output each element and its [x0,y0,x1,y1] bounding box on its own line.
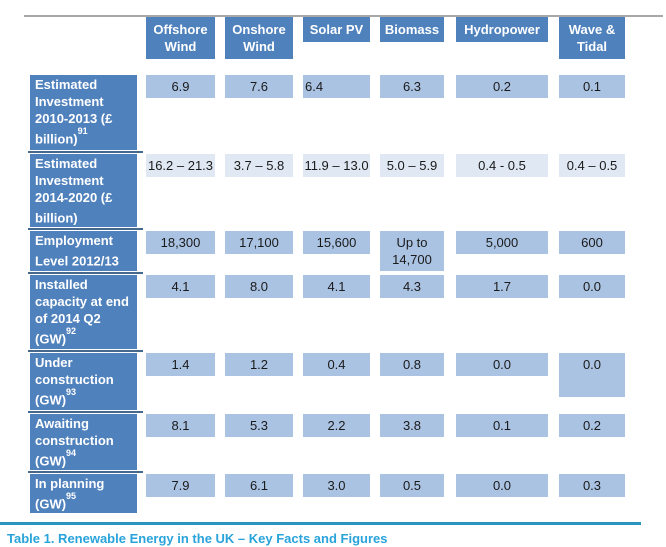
table-cell: 8.0 [225,275,293,299]
table-cell: 0.0 [559,275,625,299]
table-cell: 5,000 [456,231,548,255]
row-label-investment-2014-2020: Estimated Investment 2014-2020 (£ billio… [30,154,137,228]
table-cell: 6.4 [303,75,370,98]
row-divider [28,410,143,413]
table-cell: 4.3 [380,275,444,299]
table-cell: 11.9 – 13.0 [303,154,370,177]
table-cell: 6.1 [225,473,293,497]
table-cell: 7.6 [225,75,293,98]
table-cell: 0.3 [559,473,625,497]
table-cell: 1.4 [146,352,215,376]
table-row: Estimated Investment 2014-2020 (£ billio… [0,154,666,228]
table-cell: 3.8 [380,413,444,437]
column-header-biomass: Biomass [380,17,444,42]
table-cell: 4.1 [303,275,370,299]
table-cell: 1.7 [456,275,548,299]
table-cell: 0.2 [559,413,625,437]
table-cell: 3.7 – 5.8 [225,154,293,177]
table-cell: 0.0 [456,352,548,376]
row-label-installed-capacity: Installed capacity at end of 2014 Q2 (GW… [30,275,137,349]
row-divider [28,470,143,473]
row-label-investment-2010-2013: Estimated Investment 2010-2013 (£ billio… [30,75,137,150]
table-cell: 0.5 [380,473,444,497]
caption-rule [0,522,641,526]
row-label-awaiting-construction: Awaiting construction (GW)94 [30,413,137,470]
column-header-offshore-wind: Offshore Wind [146,17,215,59]
footnote-ref: 95 [66,490,77,501]
table-cell: 0.4 – 0.5 [559,154,625,177]
table-cell: 5.3 [225,413,293,437]
renewable-energy-table: Offshore Wind Onshore Wind Solar PV Biom… [0,17,666,514]
table-cell: 0.0 [559,352,625,397]
column-header-hydropower: Hydropower [456,17,548,42]
row-divider [28,349,143,352]
row-label-employment-level: Employment Level 2012/13 [30,231,137,272]
table-cell: 0.1 [559,75,625,98]
footnote-ref: 93 [66,386,77,397]
table-cell: 0.4 - 0.5 [456,154,548,177]
header-row: Offshore Wind Onshore Wind Solar PV Biom… [0,17,666,59]
table-cell: 0.2 [456,75,548,98]
table-cell: 1.2 [225,352,293,376]
row-divider [28,272,143,275]
column-header-solar-pv: Solar PV [303,17,370,42]
table-cell: 15,600 [303,231,370,255]
table-cell: 17,100 [225,231,293,255]
table-cell: 0.8 [380,352,444,376]
row-divider [28,151,143,153]
table-row: Employment Level 2012/13 18,300 17,100 1… [0,231,666,272]
footnote-ref: 94 [66,447,77,458]
table-cell: 16.2 – 21.3 [146,154,215,177]
footnote-ref: 91 [77,126,88,136]
footnote-ref: 92 [66,326,77,337]
table-cell: 5.0 – 5.9 [380,154,444,177]
table-row: In planning (GW)95 7.9 6.1 3.0 0.5 0.0 0… [0,473,666,514]
row-divider [28,228,143,231]
table-cell: 600 [559,231,625,255]
table-cell: 0.4 [303,352,370,376]
column-header-onshore-wind: Onshore Wind [225,17,293,59]
column-header-wave-tidal: Wave & Tidal [559,17,625,59]
table-cell: 4.1 [146,275,215,299]
table-cell: Up to 14,700 [380,231,444,272]
table-top-border [24,15,663,17]
row-label-under-construction: Under construction (GW)93 [30,352,137,410]
table-row: Estimated Investment 2010-2013 (£ billio… [0,75,666,150]
table-cell: 6.9 [146,75,215,98]
table-cell: 8.1 [146,413,215,437]
table-cell: 2.2 [303,413,370,437]
table-caption: Table 1. Renewable Energy in the UK – Ke… [7,531,388,547]
table-cell: 0.1 [456,413,548,437]
table-row: Awaiting construction (GW)94 8.1 5.3 2.2… [0,413,666,470]
table-cell: 3.0 [303,473,370,497]
table-row: Under construction (GW)93 1.4 1.2 0.4 0.… [0,352,666,410]
table-cell: 18,300 [146,231,215,255]
table-cell: 7.9 [146,473,215,497]
table-cell: 0.0 [456,473,548,497]
table-cell: 6.3 [380,75,444,98]
row-label-in-planning: In planning (GW)95 [30,473,137,514]
table-row: Installed capacity at end of 2014 Q2 (GW… [0,275,666,349]
